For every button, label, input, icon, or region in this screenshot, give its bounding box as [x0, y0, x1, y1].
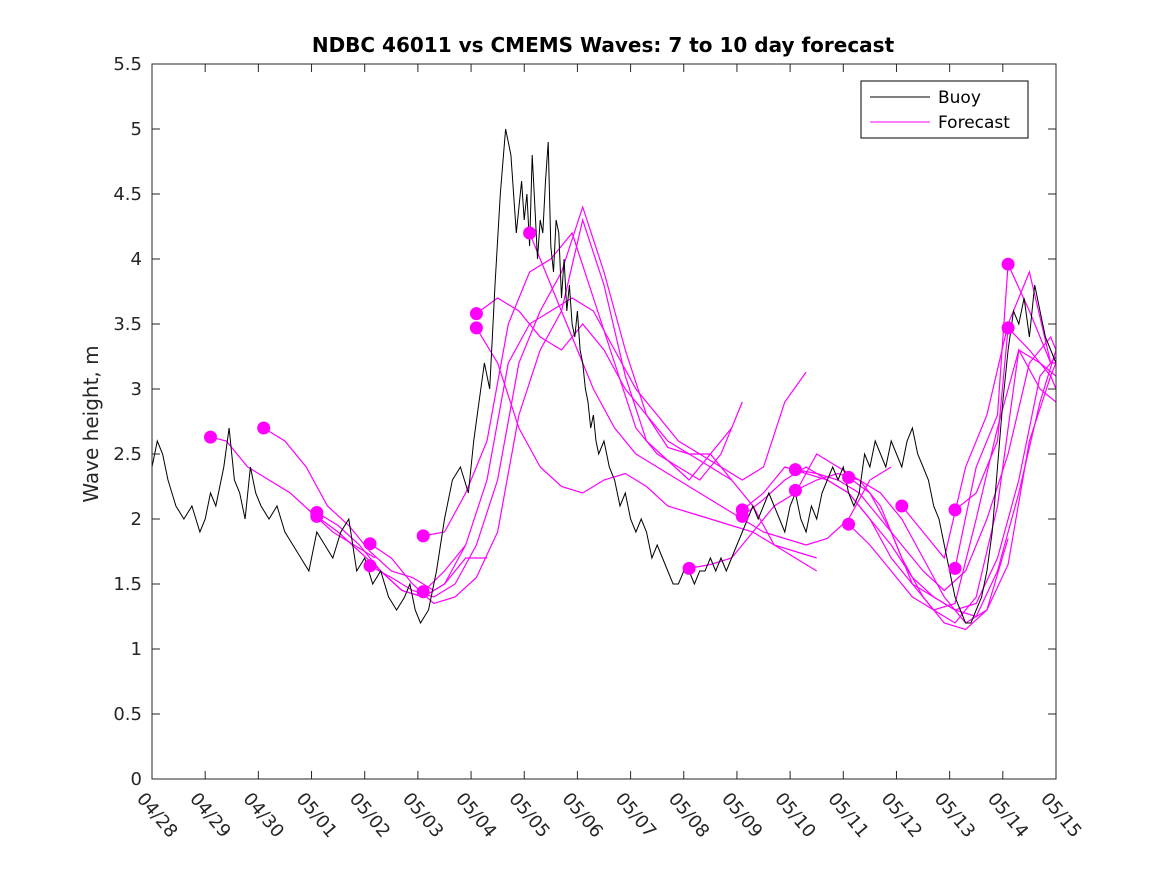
forecast-marker-9: [469, 321, 483, 335]
y-tick-label-2: 1: [131, 639, 142, 660]
legend: Buoy Forecast: [860, 80, 1029, 139]
forecast-marker-0: [204, 430, 217, 444]
forecast-marker-7: [416, 585, 430, 599]
y-tick-label-3: 1.5: [113, 574, 142, 595]
legend-buoy-label: Buoy: [938, 88, 981, 108]
forecast-line-14: [795, 335, 1056, 592]
y-tick-label-10: 5: [131, 119, 142, 140]
forecast-marker-16: [842, 470, 856, 484]
forecast-marker-1: [257, 421, 271, 435]
y-tick-label-6: 3: [131, 379, 142, 400]
y-tick-label-11: 5.5: [113, 54, 142, 75]
forecast-marker-22: [1001, 321, 1015, 335]
forecast-line-5: [369, 205, 732, 598]
forecast-line-8: [476, 297, 818, 572]
forecast-marker-19: [948, 561, 962, 575]
forecast-marker-10: [523, 226, 537, 240]
forecast-line-17: [848, 348, 1056, 611]
forecast-line-16: [848, 349, 1056, 624]
forecast-marker-18: [895, 499, 909, 513]
forecast-marker-15: [788, 483, 802, 497]
forecast-line-6: [423, 231, 743, 537]
forecast-marker-14: [788, 463, 802, 477]
forecast-marker-3: [310, 509, 324, 523]
y-tick-label-7: 3.5: [113, 314, 142, 335]
forecast-marker-4: [363, 537, 377, 551]
y-tick-label-9: 4.5: [113, 184, 142, 205]
y-axis-label: Wave height, m: [79, 345, 103, 502]
buoy-line: [152, 128, 1056, 625]
y-tick-label-8: 4: [131, 249, 142, 270]
legend-box: [860, 80, 1029, 139]
forecast-marker-8: [469, 307, 483, 321]
plot-area: [152, 128, 1056, 631]
forecast-marker-11: [682, 561, 696, 575]
forecast-marker-20: [948, 503, 962, 517]
forecast-marker-13: [735, 509, 749, 523]
forecast-line-10: [529, 232, 892, 546]
y-tick-label-0: 0: [131, 769, 142, 790]
forecast-marker-21: [1001, 257, 1015, 271]
forecast-marker-6: [416, 529, 430, 543]
legend-forecast-label: Forecast: [938, 113, 1010, 133]
forecast-line-18: [901, 270, 1056, 560]
axes-frame: [151, 63, 1057, 780]
y-tick-label-4: 2: [131, 509, 142, 530]
forecast-marker-17: [842, 517, 856, 531]
y-tick-label-5: 2.5: [113, 444, 142, 465]
forecast-line-9: [475, 327, 817, 559]
forecast-line-3: [316, 515, 487, 598]
forecast-marker-5: [363, 559, 377, 573]
y-tick-label-1: 0.5: [113, 704, 142, 725]
chart-title: NDBC 46011 vs CMEMS Waves: 7 to 10 day f…: [312, 33, 895, 57]
forecast-line-7: [422, 297, 807, 593]
